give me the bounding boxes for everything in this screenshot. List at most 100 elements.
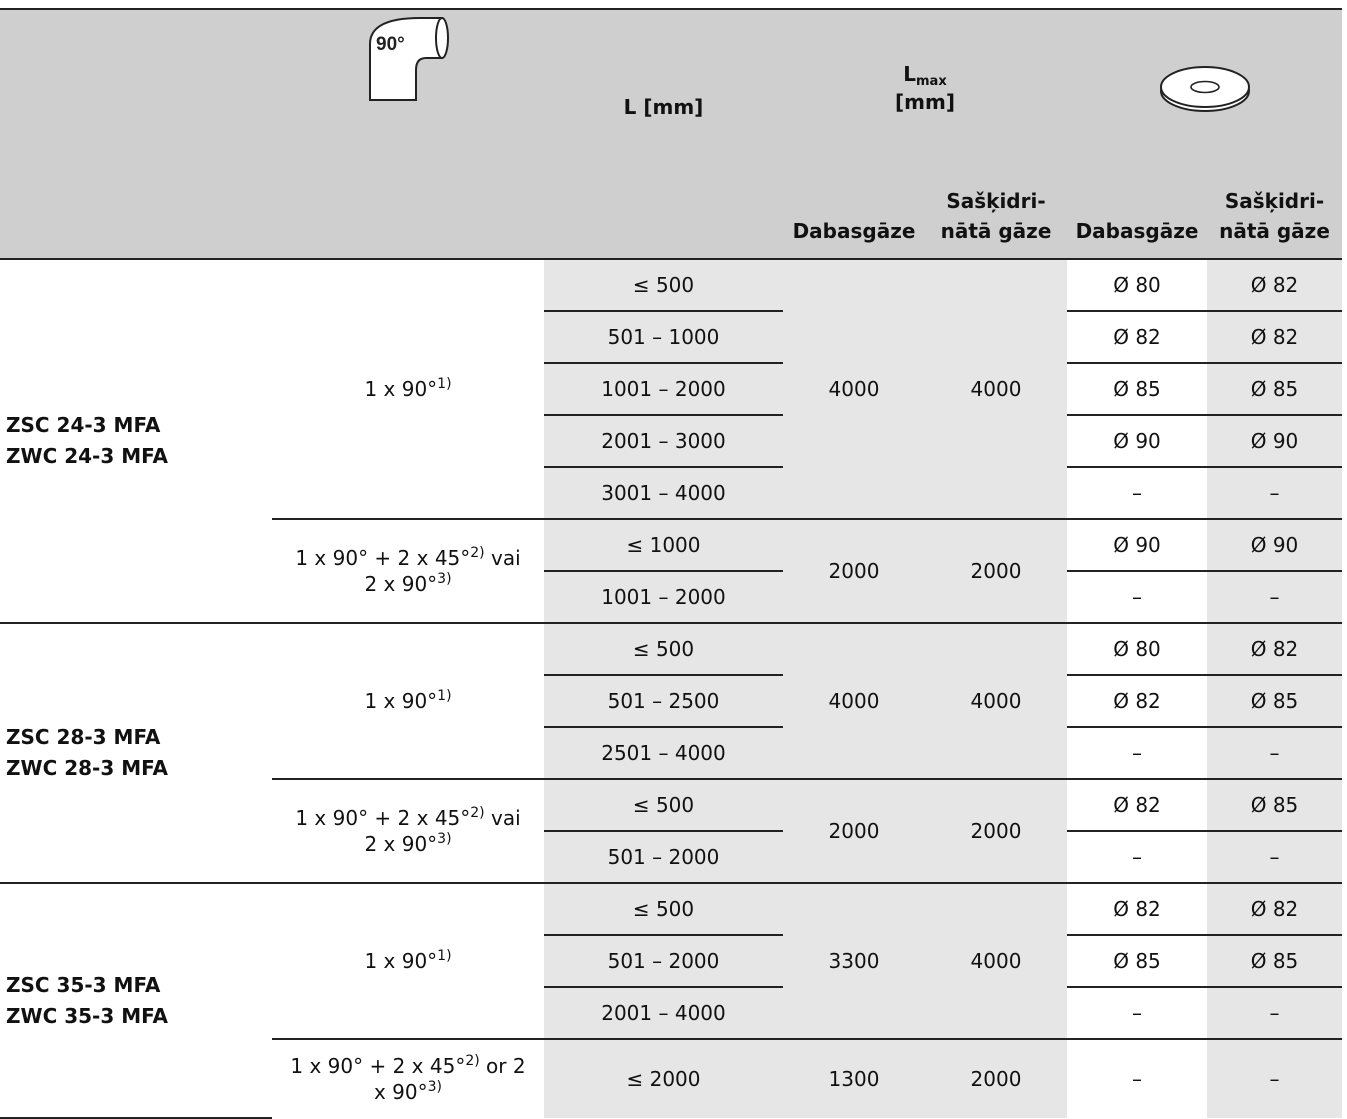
header-empty-1 — [0, 166, 272, 259]
table-row: 2001 – 4000 – – — [0, 987, 1342, 1040]
table-row: 501 – 2500 Ø 82 Ø 85 — [0, 675, 1342, 728]
ring-natural-cell: Ø 82 — [1067, 779, 1207, 832]
ring-liquefied-cell: – — [1207, 987, 1342, 1040]
model-cell: ZSC 28-3 MFA ZWC 28-3 MFA — [0, 623, 272, 884]
footnote-ref: 2) — [465, 1053, 480, 1069]
header-empty-3 — [544, 166, 783, 259]
ring-liquefied-cell: Ø 82 — [1207, 623, 1342, 676]
table-row: 501 – 2000 – – — [0, 831, 1342, 884]
bend-config-joiner: vai — [484, 806, 521, 830]
length-cell: 501 – 1000 — [544, 311, 783, 364]
header-ring-liquefied-line2: nātā gāze — [1219, 219, 1330, 243]
bend-config-cell: 1 x 90°1) — [272, 883, 544, 1040]
header-lmax-unit: [mm] — [895, 90, 955, 114]
bend-config-text: 1 x 90° — [364, 689, 438, 713]
ring-liquefied-cell: – — [1207, 831, 1342, 884]
table-row: 1 x 90° + 2 x 45°2) vai 2 x 90°3) ≤ 1000 20… — [0, 519, 1342, 624]
bend-config-cell: 1 x 90°1) — [272, 259, 544, 520]
flue-length-table: 90° L [mm] Lmax [mm] Dabasgāze Sašķidri- — [0, 8, 1342, 1119]
ring-natural-cell: Ø 82 — [1067, 883, 1207, 936]
ring-natural-cell: Ø 82 — [1067, 675, 1207, 728]
lmax-liquefied-cell: 2000 — [925, 519, 1067, 624]
bend-config-cell: 1 x 90° + 2 x 45°2) or 2 x 90°3) — [272, 1039, 544, 1118]
ring-liquefied-cell: Ø 82 — [1207, 883, 1342, 936]
header-empty-2 — [272, 166, 544, 259]
bend-config-text: 1 x 90° + 2 x 45° — [295, 806, 471, 830]
elbow-pipe-icon: 90° — [369, 17, 449, 101]
ring-liquefied-cell: Ø 85 — [1207, 675, 1342, 728]
ring-natural-cell: Ø 85 — [1067, 935, 1207, 988]
length-cell: ≤ 500 — [544, 779, 783, 832]
model-cell: ZSC 24-3 MFA ZWC 24-3 MFA — [0, 259, 272, 624]
lmax-natural-cell: 2000 — [783, 519, 925, 624]
length-cell: 501 – 2500 — [544, 675, 783, 728]
length-cell: ≤ 500 — [544, 259, 783, 312]
header-lmax-liquefied-line1: Sašķidri- — [946, 189, 1046, 213]
ring-natural-cell: – — [1067, 467, 1207, 520]
header-lmax-liquefied-line2: nātā gāze — [940, 219, 1052, 243]
table-row: 1001 – 2000 Ø 85 Ø 85 — [0, 363, 1342, 416]
footnote-ref: 3) — [427, 1079, 443, 1095]
flue-restrictor-ring-icon — [1159, 66, 1250, 112]
footnote-ref: 2) — [470, 545, 485, 561]
ring-natural-cell: Ø 80 — [1067, 259, 1207, 312]
header-lmax-main: L — [903, 62, 917, 86]
length-cell: 1001 – 2000 — [544, 571, 783, 624]
bend-config-text: 1 x 90° — [364, 949, 438, 973]
table-row: 1001 – 2000 – – — [0, 571, 1342, 624]
table-row: 3001 – 4000 – – — [0, 467, 1342, 520]
header-l: L [mm] — [544, 9, 783, 166]
ring-natural-cell: Ø 82 — [1067, 311, 1207, 364]
header-lmax-sub: max — [916, 74, 947, 89]
ring-natural-cell: – — [1067, 987, 1207, 1040]
length-cell: 1001 – 2000 — [544, 363, 783, 416]
footnote-ref: 1) — [437, 948, 452, 964]
ring-natural-cell: – — [1132, 1067, 1142, 1091]
header-l-label: L [mm] — [623, 95, 704, 119]
length-cell: ≤ 500 — [544, 883, 783, 936]
length-cell: ≤ 500 — [544, 623, 783, 676]
lmax-natural-cell: 1300 — [783, 1039, 925, 1118]
ring-liquefied-cell: Ø 85 — [1207, 363, 1342, 416]
lmax-liquefied-cell: 4000 — [925, 883, 1067, 1040]
table-row: ZSC 24-3 MFA ZWC 24-3 MFA 1 x 90°1) ≤ 500 40… — [0, 259, 1342, 624]
length-cell: ≤ 1000 — [544, 519, 783, 572]
table-row: 1 x 90° + 2 x 45°2) vai 2 x 90°3) ≤ 500 200… — [0, 779, 1342, 884]
bend-config-text: 1 x 90° + 2 x 45° — [295, 546, 471, 570]
header-ring-liquefied-line1: Sašķidri- — [1224, 189, 1325, 213]
header-ring-natural-label: Dabasgāze — [1075, 219, 1199, 243]
footnote-ref: 3) — [437, 571, 452, 587]
lmax-liquefied-cell: 2000 — [925, 1039, 1067, 1118]
lmax-liquefied-cell: 2000 — [925, 779, 1067, 884]
bend-config-cell: 1 x 90°1) — [272, 623, 544, 780]
table-header: 90° L [mm] Lmax [mm] Dabasgāze Sašķidri- — [0, 9, 1342, 259]
model-cell: ZSC 35-3 MFA ZWC 35-3 MFA — [0, 883, 272, 1119]
model-name: ZSC 28-3 MFA — [6, 725, 161, 749]
bend-config-text: 1 x 90° — [364, 377, 438, 401]
ring-liquefied-cell: Ø 90 — [1207, 415, 1342, 468]
length-cell: 2001 – 3000 — [544, 415, 783, 468]
bend-config-cell: 1 x 90° + 2 x 45°2) vai 2 x 90°3) — [272, 779, 544, 884]
lmax-natural-cell: 4000 — [783, 623, 925, 780]
ring-natural-cell: Ø 85 — [1067, 363, 1207, 416]
bend-config-text: x 90° — [373, 1080, 428, 1104]
table-row: ZSC 35-3 MFA ZWC 35-3 MFA 1 x 90°1) ≤ 500 33… — [0, 883, 1342, 1119]
model-name: ZWC 28-3 MFA — [6, 756, 168, 780]
ring-liquefied-cell: – — [1207, 467, 1342, 520]
bend-config-text: 1 x 90° + 2 x 45° — [290, 1054, 466, 1078]
header-elbow: 90° — [272, 9, 544, 166]
footnote-ref: 1) — [437, 376, 452, 392]
table-row: 2501 – 4000 – – — [0, 727, 1342, 780]
ring-liquefied-cell: – — [1207, 1039, 1342, 1118]
length-cell: 2501 – 4000 — [544, 727, 783, 780]
ring-liquefied-cell: Ø 82 — [1207, 311, 1342, 364]
table-row: 2001 – 3000 Ø 90 Ø 90 — [0, 415, 1342, 468]
footnote-ref: 3) — [437, 831, 452, 847]
ring-natural-cell: – — [1067, 571, 1207, 624]
header-lmax: Lmax [mm] — [783, 9, 1067, 166]
footnote-ref: 1) — [437, 688, 452, 704]
model-name: ZWC 24-3 MFA — [6, 444, 168, 468]
ring-liquefied-cell: Ø 90 — [1207, 519, 1342, 572]
table-row: ZSC 28-3 MFA ZWC 28-3 MFA 1 x 90°1) ≤ 500 40… — [0, 623, 1342, 884]
lmax-natural-cell: 3300 — [783, 883, 925, 1040]
